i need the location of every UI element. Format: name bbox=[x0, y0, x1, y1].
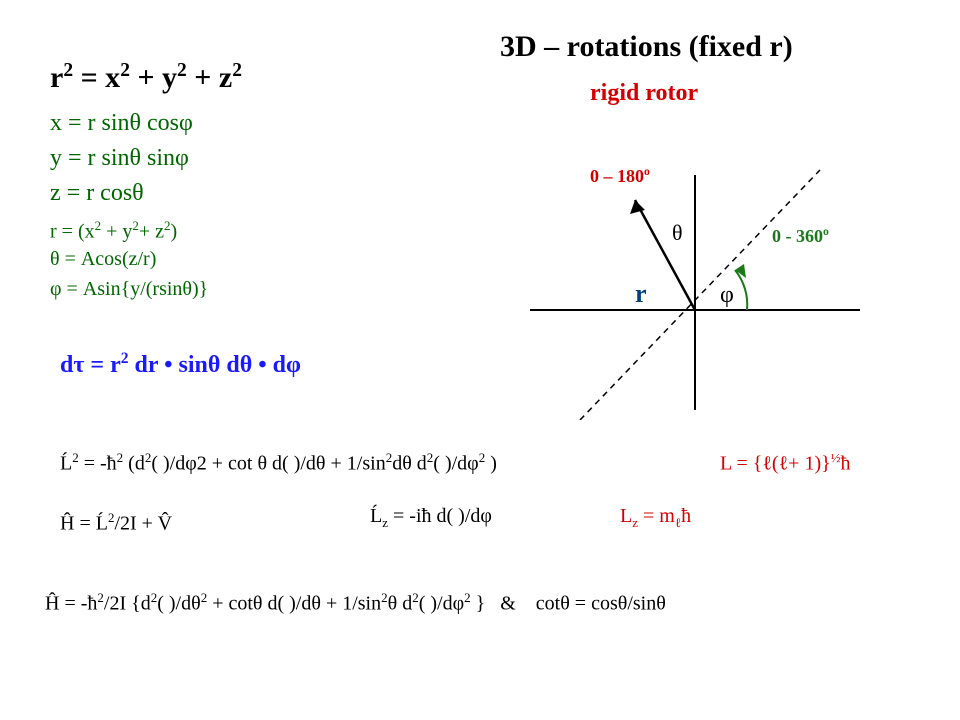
theta-range: 0 – 180o bbox=[590, 165, 650, 187]
eq-dtau: dτ = r2 dr • sinθ dθ • dφ bbox=[60, 350, 301, 379]
svg-text:φ: φ bbox=[720, 282, 734, 308]
svg-text:θ: θ bbox=[672, 220, 683, 245]
eq-z: z = r cosθ bbox=[50, 180, 144, 207]
eq-phi: φ = Asin{y/(rsinθ)} bbox=[50, 278, 208, 301]
coord-diagram: θ φ r bbox=[490, 140, 890, 420]
eq-x: x = r sinθ cosφ bbox=[50, 110, 193, 137]
eq-Lz-eigen: Lz = mℓħ bbox=[620, 505, 691, 531]
eq-H-expanded: Ĥ = -ħ2/2I {d2( )/dθ2 + cotθ d( )/dθ + 1… bbox=[45, 590, 666, 616]
eq-H: Ĥ = Ĺ2/2I + V̂ bbox=[60, 510, 172, 536]
page-title: 3D – rotations (fixed r) bbox=[500, 30, 793, 64]
eq-L2: Ĺ2 = -ħ2 (d2( )/dφ2 + cot θ d( )/dθ + 1/… bbox=[60, 450, 497, 476]
eq-r: r = (x2 + y2+ z2) bbox=[50, 218, 177, 244]
svg-text:r: r bbox=[635, 279, 647, 308]
eq-Lz-op: Ĺz = -iħ d( )/dφ bbox=[370, 505, 492, 531]
phi-range: 0 - 360o bbox=[772, 225, 829, 247]
eq-r2: r2 = x2 + y2 + z2 bbox=[50, 60, 242, 95]
eq-y: y = r sinθ sinφ bbox=[50, 145, 189, 172]
eq-L-eigen: L = {ℓ(ℓ+ 1)}½ħ bbox=[720, 450, 850, 476]
subtitle: rigid rotor bbox=[590, 80, 698, 107]
eq-theta: θ = Acos(z/r) bbox=[50, 248, 156, 271]
